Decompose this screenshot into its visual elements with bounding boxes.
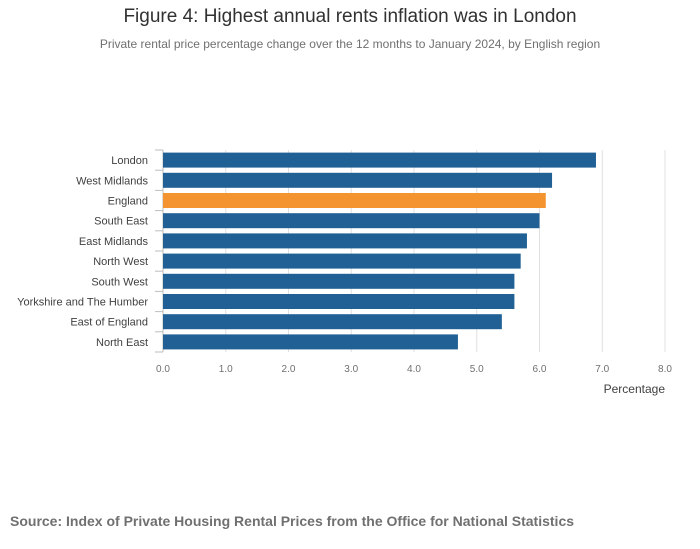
category-label: East of England: [70, 317, 148, 329]
category-label: Yorkshire and The Humber: [17, 297, 148, 309]
category-label: South East: [94, 216, 148, 228]
bar-england: [163, 193, 546, 208]
bar-north-west: [163, 253, 521, 269]
x-tick-label: 4.0: [407, 364, 421, 375]
bar-london: [163, 152, 596, 168]
source-note: Source: Index of Private Housing Rental …: [10, 513, 575, 529]
bar-yorkshire-and-the-humber: [163, 294, 515, 309]
x-tick-label: 5.0: [470, 364, 484, 375]
bar-north-east: [163, 334, 458, 350]
x-axis-title: Percentage: [604, 382, 666, 396]
x-axis-ticks: 0.0 1.0 2.0 3.0 4.0 5.0 6.0 7.0 8.0: [156, 364, 672, 375]
x-tick-label: 0.0: [156, 364, 170, 375]
chart-title: Figure 4: Highest annual rents inflation…: [123, 6, 577, 27]
x-tick-label: 8.0: [658, 364, 672, 375]
bar-west-midlands: [163, 172, 553, 188]
category-label: South West: [91, 276, 148, 288]
bar-east-midlands: [163, 233, 527, 249]
x-tick-label: 2.0: [282, 364, 296, 375]
x-tick-label: 7.0: [595, 364, 609, 375]
category-label: East Midlands: [79, 236, 149, 248]
category-label: London: [111, 155, 148, 167]
bar-east-of-england: [163, 314, 502, 330]
category-label: England: [108, 196, 148, 208]
category-label: North West: [93, 256, 148, 268]
x-tick-label: 6.0: [533, 364, 547, 375]
category-labels: London West Midlands England South East East…: [17, 155, 148, 349]
x-tick-label: 3.0: [344, 364, 358, 375]
bar-south-east: [163, 213, 540, 229]
chart-subtitle: Private rental price percentage change o…: [99, 37, 601, 51]
bar-south-west: [163, 273, 515, 289]
category-label: West Midlands: [76, 175, 148, 187]
category-label: North East: [96, 337, 148, 349]
x-tick-label: 1.0: [219, 364, 233, 375]
bars: [163, 152, 596, 350]
